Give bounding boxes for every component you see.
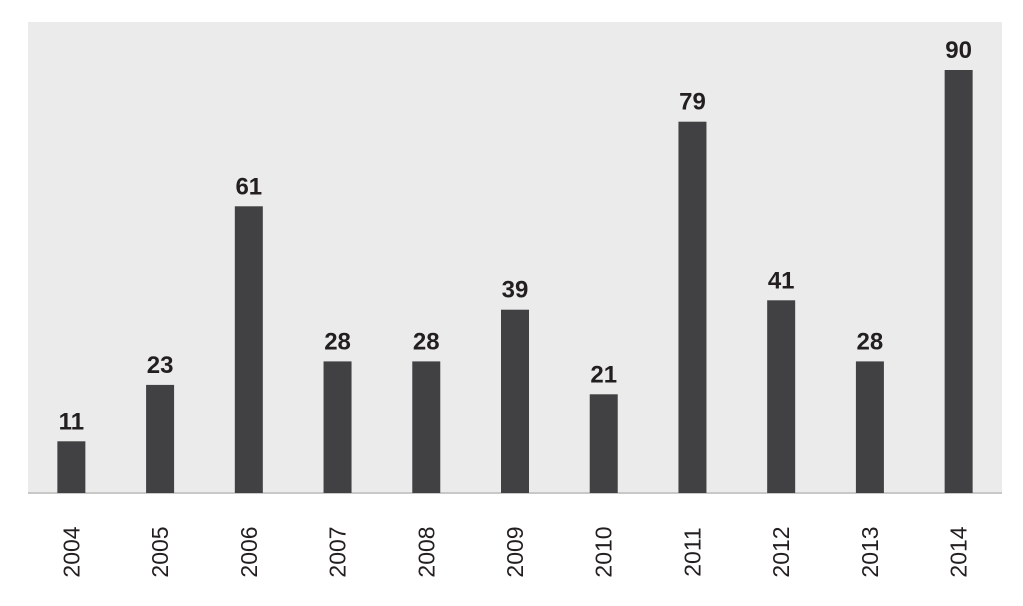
bar (589, 394, 618, 493)
bar (57, 441, 86, 493)
bar (501, 309, 529, 493)
value-label: 11 (59, 408, 84, 435)
bar (678, 121, 707, 493)
bar (234, 206, 263, 494)
x-tick-label: 2004 (58, 526, 84, 577)
bar (855, 361, 884, 493)
value-label: 79 (679, 89, 706, 116)
value-label: 41 (768, 267, 795, 294)
x-tick-label: 2005 (147, 526, 173, 577)
x-tick-label: 2013 (857, 526, 883, 577)
x-tick-label: 2007 (325, 526, 351, 577)
value-label: 28 (857, 328, 884, 355)
value-label: 28 (324, 328, 351, 355)
x-tick-label: 2014 (946, 526, 972, 577)
x-tick-label: 2009 (502, 526, 528, 577)
x-tick-label: 2011 (679, 527, 705, 576)
value-label: 28 (413, 328, 440, 355)
x-tick-label: 2012 (768, 526, 794, 577)
x-tick-label: 2008 (413, 526, 439, 577)
bar (767, 300, 796, 493)
value-label: 39 (502, 277, 529, 304)
x-tick-label: 2006 (236, 526, 262, 577)
bar (323, 361, 352, 493)
x-tick-label: 2010 (591, 526, 617, 577)
value-label: 23 (147, 352, 174, 379)
bar (412, 361, 441, 493)
value-label: 90 (945, 37, 972, 64)
bar (146, 384, 175, 493)
bar (944, 70, 973, 493)
value-label: 21 (590, 361, 617, 388)
value-label: 61 (235, 173, 262, 200)
